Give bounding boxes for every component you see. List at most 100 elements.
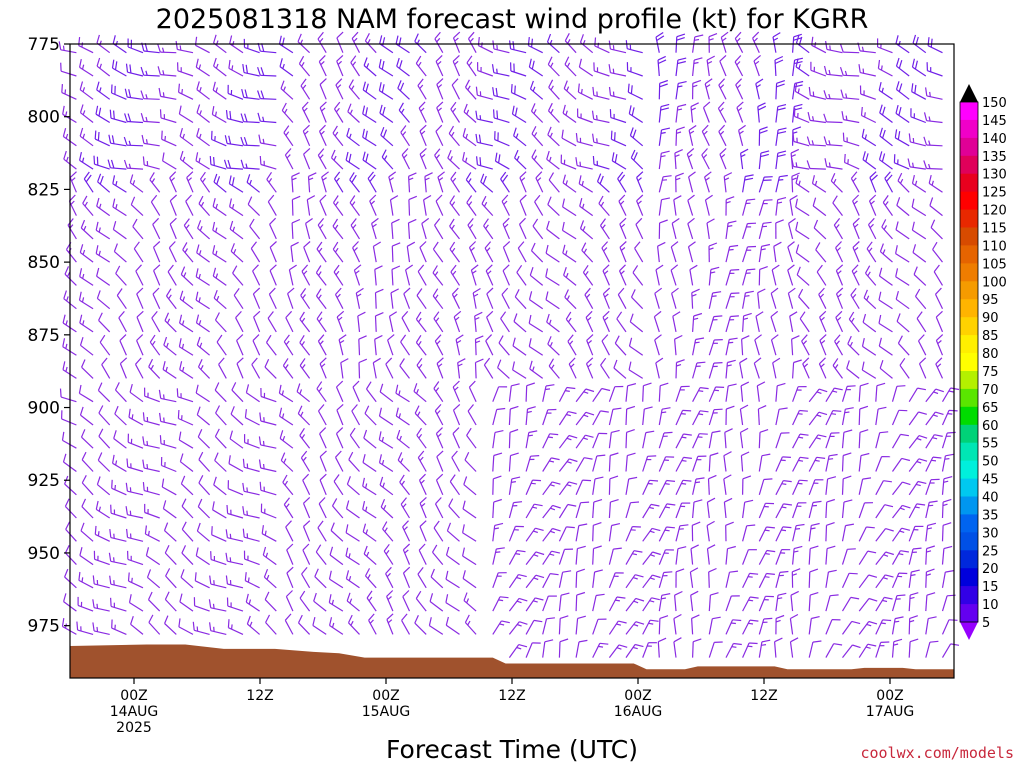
wind-barb bbox=[738, 124, 746, 146]
barb-flag bbox=[336, 310, 345, 318]
barb-flag bbox=[179, 453, 184, 462]
barb-staff bbox=[362, 462, 377, 472]
barb-staff bbox=[547, 134, 560, 147]
barb-flag bbox=[340, 358, 349, 364]
barb-flag bbox=[860, 452, 870, 457]
barb-flag bbox=[453, 310, 462, 318]
barb-flag bbox=[627, 83, 630, 93]
barb-staff bbox=[179, 369, 194, 379]
barb-staff bbox=[739, 362, 744, 379]
barb-staff bbox=[608, 478, 611, 495]
barb-staff bbox=[463, 111, 477, 123]
barb-flag bbox=[419, 124, 427, 132]
barb-staff bbox=[335, 433, 344, 449]
barb-flag bbox=[930, 219, 936, 228]
barb-flag bbox=[690, 102, 699, 108]
wind-barb bbox=[336, 31, 344, 53]
barb-staff bbox=[600, 364, 610, 379]
barb-staff bbox=[283, 504, 294, 519]
wind-barb bbox=[374, 312, 384, 332]
barb-flag bbox=[682, 479, 692, 482]
wind-barb bbox=[283, 334, 294, 356]
barb-flag bbox=[655, 31, 664, 38]
barb-flag bbox=[870, 174, 878, 182]
barb-staff bbox=[351, 38, 361, 53]
barb-half-flag bbox=[835, 340, 840, 345]
barb-half-flag bbox=[677, 108, 683, 111]
wind-barb bbox=[508, 405, 519, 426]
wind-barb bbox=[214, 312, 227, 333]
wind-barb bbox=[787, 264, 795, 286]
barb-flag bbox=[694, 57, 703, 61]
wind-barb bbox=[825, 410, 842, 426]
barb-staff bbox=[177, 70, 194, 77]
barb-half-flag bbox=[483, 201, 488, 207]
barb-flag bbox=[455, 334, 464, 341]
barb-flag bbox=[312, 616, 316, 626]
barb-staff bbox=[466, 62, 477, 77]
barb-flag bbox=[328, 570, 332, 580]
barb-staff bbox=[452, 386, 461, 402]
barb-staff bbox=[673, 199, 677, 216]
barb-flag bbox=[914, 60, 918, 70]
barb-staff bbox=[110, 117, 127, 124]
barb-half-flag bbox=[319, 38, 324, 43]
barb-staff bbox=[565, 318, 577, 333]
barb-staff bbox=[575, 595, 578, 612]
barb-flag bbox=[317, 31, 324, 40]
barb-flag bbox=[338, 334, 347, 341]
barb-flag bbox=[99, 175, 104, 185]
wind-barb bbox=[542, 617, 555, 635]
barb-flag bbox=[212, 221, 216, 231]
barb-staff bbox=[161, 464, 177, 473]
wind-barb bbox=[113, 430, 127, 449]
barb-staff bbox=[315, 272, 327, 286]
barb-staff bbox=[149, 341, 161, 356]
wind-barb bbox=[911, 198, 927, 217]
barb-flag bbox=[724, 497, 733, 503]
barb-half-flag bbox=[168, 294, 172, 300]
barb-flag bbox=[757, 102, 766, 108]
barb-flag bbox=[529, 80, 534, 90]
barb-half-flag bbox=[115, 180, 118, 186]
wind-barb bbox=[150, 194, 161, 216]
barb-staff bbox=[363, 553, 377, 566]
barb-flag bbox=[483, 357, 491, 366]
barb-staff bbox=[163, 344, 177, 356]
barb-flag bbox=[928, 174, 932, 184]
barb-flag bbox=[835, 264, 844, 272]
barb-staff bbox=[228, 67, 244, 77]
barb-flag bbox=[678, 81, 687, 84]
wind-barb bbox=[59, 388, 77, 403]
barb-flag bbox=[712, 616, 721, 620]
barb-staff bbox=[718, 131, 727, 147]
wind-barb bbox=[346, 592, 360, 612]
barb-flag bbox=[283, 497, 290, 505]
wind-barb bbox=[508, 383, 520, 402]
barb-half-flag bbox=[660, 131, 666, 134]
barb-half-flag bbox=[929, 91, 931, 97]
wind-barb bbox=[379, 104, 394, 123]
barb-staff bbox=[851, 270, 860, 286]
barb-flag bbox=[92, 575, 95, 584]
barb-staff bbox=[316, 248, 327, 263]
barb-staff bbox=[197, 436, 211, 449]
barb-flag bbox=[153, 264, 161, 272]
wind-barb bbox=[875, 456, 891, 472]
barb-half-flag bbox=[550, 62, 554, 68]
barb-staff bbox=[79, 555, 94, 566]
barb-flag bbox=[713, 315, 723, 318]
barb-half-flag bbox=[881, 87, 884, 93]
barb-flag bbox=[417, 264, 425, 272]
barb-flag bbox=[527, 406, 536, 410]
wind-barb bbox=[706, 55, 715, 77]
barb-flag bbox=[826, 522, 835, 526]
barb-staff bbox=[525, 385, 528, 402]
barb-flag bbox=[617, 287, 625, 295]
barb-half-flag bbox=[533, 600, 538, 603]
barb-flag bbox=[863, 289, 868, 299]
barb-flag bbox=[435, 497, 442, 505]
barb-half-flag bbox=[245, 163, 248, 169]
barb-half-flag bbox=[132, 180, 136, 185]
barb-flag bbox=[225, 110, 228, 119]
